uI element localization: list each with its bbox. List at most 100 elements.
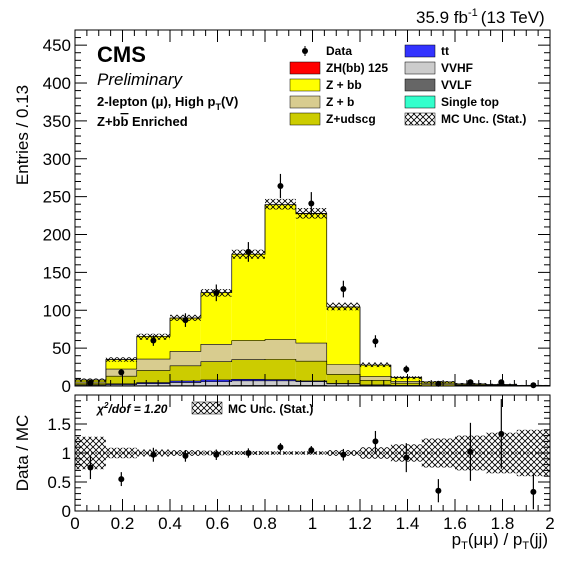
bar-z-bb xyxy=(136,336,170,360)
data-point xyxy=(277,183,284,190)
bar-vvhf xyxy=(136,383,170,386)
bar-tt xyxy=(136,382,170,384)
y-tick-label: 200 xyxy=(43,226,71,245)
ratio-point xyxy=(467,448,474,455)
data-point xyxy=(530,382,537,389)
data-point xyxy=(245,248,252,255)
data-point xyxy=(182,317,189,324)
main-x-ticks xyxy=(74,30,551,386)
bar-vvhf xyxy=(360,385,391,386)
ratio-y-tick-label: 0.5 xyxy=(47,473,71,492)
mc-uncertainty-bin xyxy=(360,362,391,368)
ratio-y-tick-label: 1.5 xyxy=(47,415,71,434)
bar-z-bb xyxy=(360,365,391,377)
bar-z-b xyxy=(136,359,170,371)
bar-z-udscg xyxy=(231,359,265,380)
x-axis-label: pT(μμ) / pT(jj) xyxy=(452,530,548,552)
data-point xyxy=(150,337,157,344)
stack-outline xyxy=(75,339,550,386)
bar-z-b xyxy=(295,343,327,362)
x-tick-label: 0.6 xyxy=(206,514,230,533)
mc-uncertainty-bin xyxy=(390,376,422,380)
ratio-x-axis: 0 0.2 0.4 0.6 0.8 1 1.2 1.4 1.6 1.8 2 xyxy=(70,395,555,533)
data-point xyxy=(467,379,474,386)
bar-vvhf xyxy=(326,383,360,386)
x-tick-label: 0.2 xyxy=(111,514,135,533)
legend-swatch xyxy=(289,61,321,75)
ratio-point xyxy=(277,444,284,451)
legend-label: ZH(bb) 125 xyxy=(326,61,388,75)
ratio-point xyxy=(87,464,94,471)
bar-vvhf xyxy=(295,381,327,386)
y-tick-label: 250 xyxy=(43,188,71,207)
bar-z-bb xyxy=(295,213,327,344)
data-point xyxy=(435,380,442,387)
x-tick-label: 0.8 xyxy=(253,514,277,533)
bar-z-bb xyxy=(231,254,265,341)
ratio-point xyxy=(245,450,252,456)
ratio-y-tick-label: 0 xyxy=(62,502,71,521)
stack-outline xyxy=(75,358,550,387)
legend-swatch xyxy=(404,44,436,58)
bar-tt xyxy=(265,379,296,381)
bar-z-udscg xyxy=(105,376,137,384)
legend-swatch xyxy=(404,112,436,126)
ratio-point xyxy=(308,447,315,454)
bar-z-bb xyxy=(265,204,296,340)
data-point xyxy=(372,338,379,345)
bar-vvhf xyxy=(105,384,137,386)
data-point xyxy=(340,286,347,293)
x-tick-label: 1 xyxy=(308,514,317,533)
ratio-band-bin xyxy=(421,438,455,468)
bar-z-udscg xyxy=(265,359,296,380)
bar-z-udscg xyxy=(200,361,232,380)
ratio-point xyxy=(118,476,125,483)
ratio-point xyxy=(182,452,189,459)
bar-z-udscg xyxy=(136,370,170,383)
y-tick-label: 50 xyxy=(52,339,71,358)
ratio-point xyxy=(435,487,442,494)
ratio-panel: 0 0.5 1 1.5 0 0.2 0.4 0.6 0.8 1 1.2 1.4 1.6 1.8 2 Dat… xyxy=(13,394,555,552)
legend-swatch xyxy=(289,95,321,109)
bar-z-b xyxy=(390,381,422,384)
y-axis-label: Entries / 0.13 xyxy=(13,85,32,185)
mc-uncertainty-bin xyxy=(75,378,106,382)
ratio-point xyxy=(372,438,379,445)
bar-z-udscg xyxy=(390,383,422,386)
legend-entry: Single top xyxy=(404,95,499,109)
y-tick-label: 400 xyxy=(43,74,71,93)
legend-label: MC Unc. (Stat.) xyxy=(441,112,526,126)
ratio-point xyxy=(340,451,347,458)
bar-z-udscg xyxy=(360,380,391,385)
bar-z-bb xyxy=(326,306,360,365)
stacked-histogram xyxy=(75,204,550,387)
data-point xyxy=(403,366,410,373)
bar-z-b xyxy=(326,364,360,375)
legend-label: Data xyxy=(326,44,352,58)
chi2-label: χ2/dof = 1.20 xyxy=(95,401,168,416)
legend-entry: tt xyxy=(404,44,449,58)
y-tick-label: 100 xyxy=(43,301,71,320)
legend-label: Z+udscg xyxy=(326,112,376,126)
x-tick-label: 0 xyxy=(70,514,79,533)
y-tick-label: 350 xyxy=(43,112,71,131)
bar-z-b xyxy=(265,339,296,360)
legend-label: Z + bb xyxy=(326,78,362,92)
ratio-point xyxy=(498,430,505,437)
legend-entry: Z + b xyxy=(289,95,354,109)
bar-tt xyxy=(170,381,201,383)
bar-z-b xyxy=(200,344,232,362)
main-panel: 0 50 100 150 200 250 300 350 400 450 Entries / 0.… xyxy=(13,29,551,396)
bar-tt xyxy=(105,383,137,385)
legend-label: VVHF xyxy=(441,61,473,75)
legend-swatch xyxy=(404,61,436,75)
y-tick-label: 300 xyxy=(43,150,71,169)
ratio-band-bin xyxy=(105,447,137,459)
legend-swatch xyxy=(289,112,321,126)
bar-vvhf xyxy=(170,382,201,386)
main-y-axis: 0 50 100 150 200 250 300 350 400 450 xyxy=(43,29,550,396)
bar-vvhf xyxy=(231,380,265,386)
legend-swatch xyxy=(404,78,436,92)
ratio-band-legend-swatch xyxy=(191,401,223,415)
